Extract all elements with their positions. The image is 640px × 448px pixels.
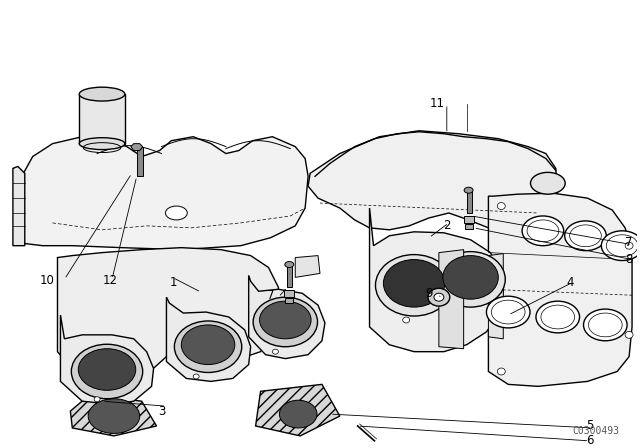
- Ellipse shape: [536, 301, 580, 333]
- Ellipse shape: [285, 262, 294, 267]
- Text: C0300493: C0300493: [572, 426, 619, 436]
- Ellipse shape: [541, 305, 575, 329]
- Text: 1: 1: [170, 276, 177, 289]
- Bar: [79, 94, 125, 144]
- Ellipse shape: [193, 374, 199, 379]
- Ellipse shape: [253, 297, 317, 347]
- Polygon shape: [131, 144, 143, 151]
- Bar: [467, 191, 472, 213]
- Ellipse shape: [166, 206, 188, 220]
- Text: 10: 10: [40, 274, 55, 287]
- Ellipse shape: [434, 293, 444, 301]
- Ellipse shape: [570, 225, 602, 247]
- Ellipse shape: [464, 187, 473, 193]
- Text: 3: 3: [158, 405, 165, 418]
- Polygon shape: [13, 166, 25, 246]
- Ellipse shape: [531, 172, 565, 194]
- Polygon shape: [60, 315, 154, 404]
- Ellipse shape: [436, 252, 505, 307]
- Polygon shape: [488, 254, 503, 339]
- Ellipse shape: [260, 301, 311, 339]
- Polygon shape: [488, 193, 632, 386]
- Bar: [463, 216, 474, 223]
- Ellipse shape: [71, 344, 143, 399]
- Ellipse shape: [403, 317, 410, 323]
- Ellipse shape: [428, 288, 450, 306]
- Polygon shape: [58, 248, 278, 381]
- Bar: [137, 146, 143, 177]
- Text: 8: 8: [625, 253, 633, 266]
- Ellipse shape: [94, 397, 100, 402]
- Polygon shape: [295, 256, 320, 277]
- Bar: [284, 290, 294, 297]
- Ellipse shape: [88, 399, 140, 433]
- Text: 11: 11: [429, 96, 444, 109]
- Ellipse shape: [584, 309, 627, 341]
- Ellipse shape: [625, 242, 633, 249]
- Ellipse shape: [527, 220, 559, 242]
- Ellipse shape: [625, 332, 633, 338]
- Text: 12: 12: [102, 274, 118, 287]
- Text: 4: 4: [566, 276, 573, 289]
- Ellipse shape: [181, 325, 235, 365]
- Ellipse shape: [79, 138, 125, 150]
- Ellipse shape: [602, 231, 640, 261]
- Bar: [285, 298, 293, 303]
- Polygon shape: [18, 137, 308, 250]
- Ellipse shape: [443, 256, 499, 299]
- Ellipse shape: [588, 313, 622, 337]
- Polygon shape: [70, 394, 157, 436]
- Ellipse shape: [273, 349, 278, 354]
- Polygon shape: [308, 131, 557, 230]
- Ellipse shape: [78, 349, 136, 390]
- Text: 7: 7: [625, 236, 633, 249]
- Ellipse shape: [79, 87, 125, 101]
- Bar: [465, 224, 472, 229]
- Text: 5: 5: [586, 419, 593, 432]
- Ellipse shape: [174, 321, 242, 372]
- Ellipse shape: [522, 216, 564, 246]
- Ellipse shape: [383, 259, 445, 307]
- Text: 7: 7: [267, 289, 274, 302]
- Text: 6: 6: [586, 435, 593, 448]
- Ellipse shape: [376, 254, 452, 316]
- Polygon shape: [255, 384, 340, 436]
- Polygon shape: [439, 250, 463, 349]
- Bar: [287, 266, 292, 287]
- Ellipse shape: [486, 296, 530, 328]
- Ellipse shape: [280, 400, 317, 428]
- Ellipse shape: [492, 300, 525, 324]
- Ellipse shape: [606, 235, 638, 257]
- Polygon shape: [166, 297, 251, 381]
- Ellipse shape: [497, 202, 505, 210]
- Polygon shape: [369, 208, 503, 352]
- Text: 9: 9: [425, 287, 433, 300]
- Ellipse shape: [564, 221, 606, 250]
- Ellipse shape: [497, 368, 505, 375]
- Text: 2: 2: [443, 220, 451, 233]
- Polygon shape: [249, 276, 325, 358]
